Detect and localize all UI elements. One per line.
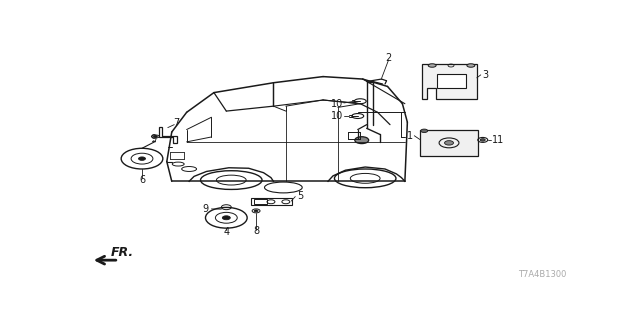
Bar	[420, 130, 478, 156]
Ellipse shape	[222, 216, 230, 220]
Text: FR.: FR.	[111, 246, 134, 259]
Text: 4: 4	[223, 227, 229, 237]
Ellipse shape	[420, 129, 428, 132]
Ellipse shape	[428, 64, 436, 67]
Text: 5: 5	[297, 191, 303, 201]
Ellipse shape	[154, 135, 157, 138]
Bar	[253, 199, 268, 204]
Polygon shape	[422, 64, 477, 99]
Text: 11: 11	[492, 135, 504, 145]
Text: 10: 10	[331, 111, 343, 121]
Text: T7A4B1300: T7A4B1300	[518, 270, 566, 279]
Text: 9: 9	[202, 204, 208, 214]
Ellipse shape	[355, 137, 369, 144]
Bar	[437, 74, 466, 88]
Ellipse shape	[138, 157, 145, 160]
Text: 7: 7	[173, 118, 180, 128]
Ellipse shape	[467, 64, 475, 67]
Text: 9: 9	[150, 134, 156, 144]
Ellipse shape	[445, 141, 454, 145]
Ellipse shape	[254, 210, 258, 212]
Text: 1: 1	[407, 131, 413, 141]
Text: 10: 10	[331, 99, 343, 109]
Text: 6: 6	[139, 175, 145, 185]
Text: 2: 2	[385, 52, 392, 63]
Bar	[251, 198, 292, 205]
Text: 3: 3	[483, 70, 489, 80]
Ellipse shape	[480, 139, 485, 141]
Text: 8: 8	[253, 226, 259, 236]
